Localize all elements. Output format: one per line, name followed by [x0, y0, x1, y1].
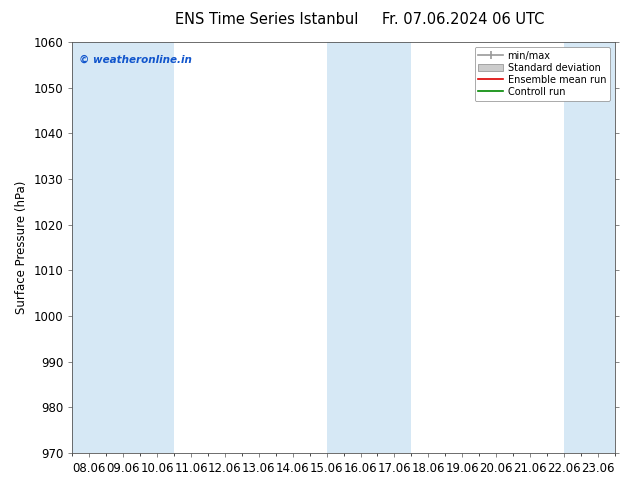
Y-axis label: Surface Pressure (hPa): Surface Pressure (hPa) — [15, 181, 28, 314]
Bar — [327, 42, 411, 453]
Bar — [72, 42, 174, 453]
Legend: min/max, Standard deviation, Ensemble mean run, Controll run: min/max, Standard deviation, Ensemble me… — [474, 47, 610, 100]
Text: ENS Time Series Istanbul: ENS Time Series Istanbul — [174, 12, 358, 27]
Text: © weatheronline.in: © weatheronline.in — [79, 54, 191, 64]
Bar — [564, 42, 615, 453]
Text: Fr. 07.06.2024 06 UTC: Fr. 07.06.2024 06 UTC — [382, 12, 544, 27]
